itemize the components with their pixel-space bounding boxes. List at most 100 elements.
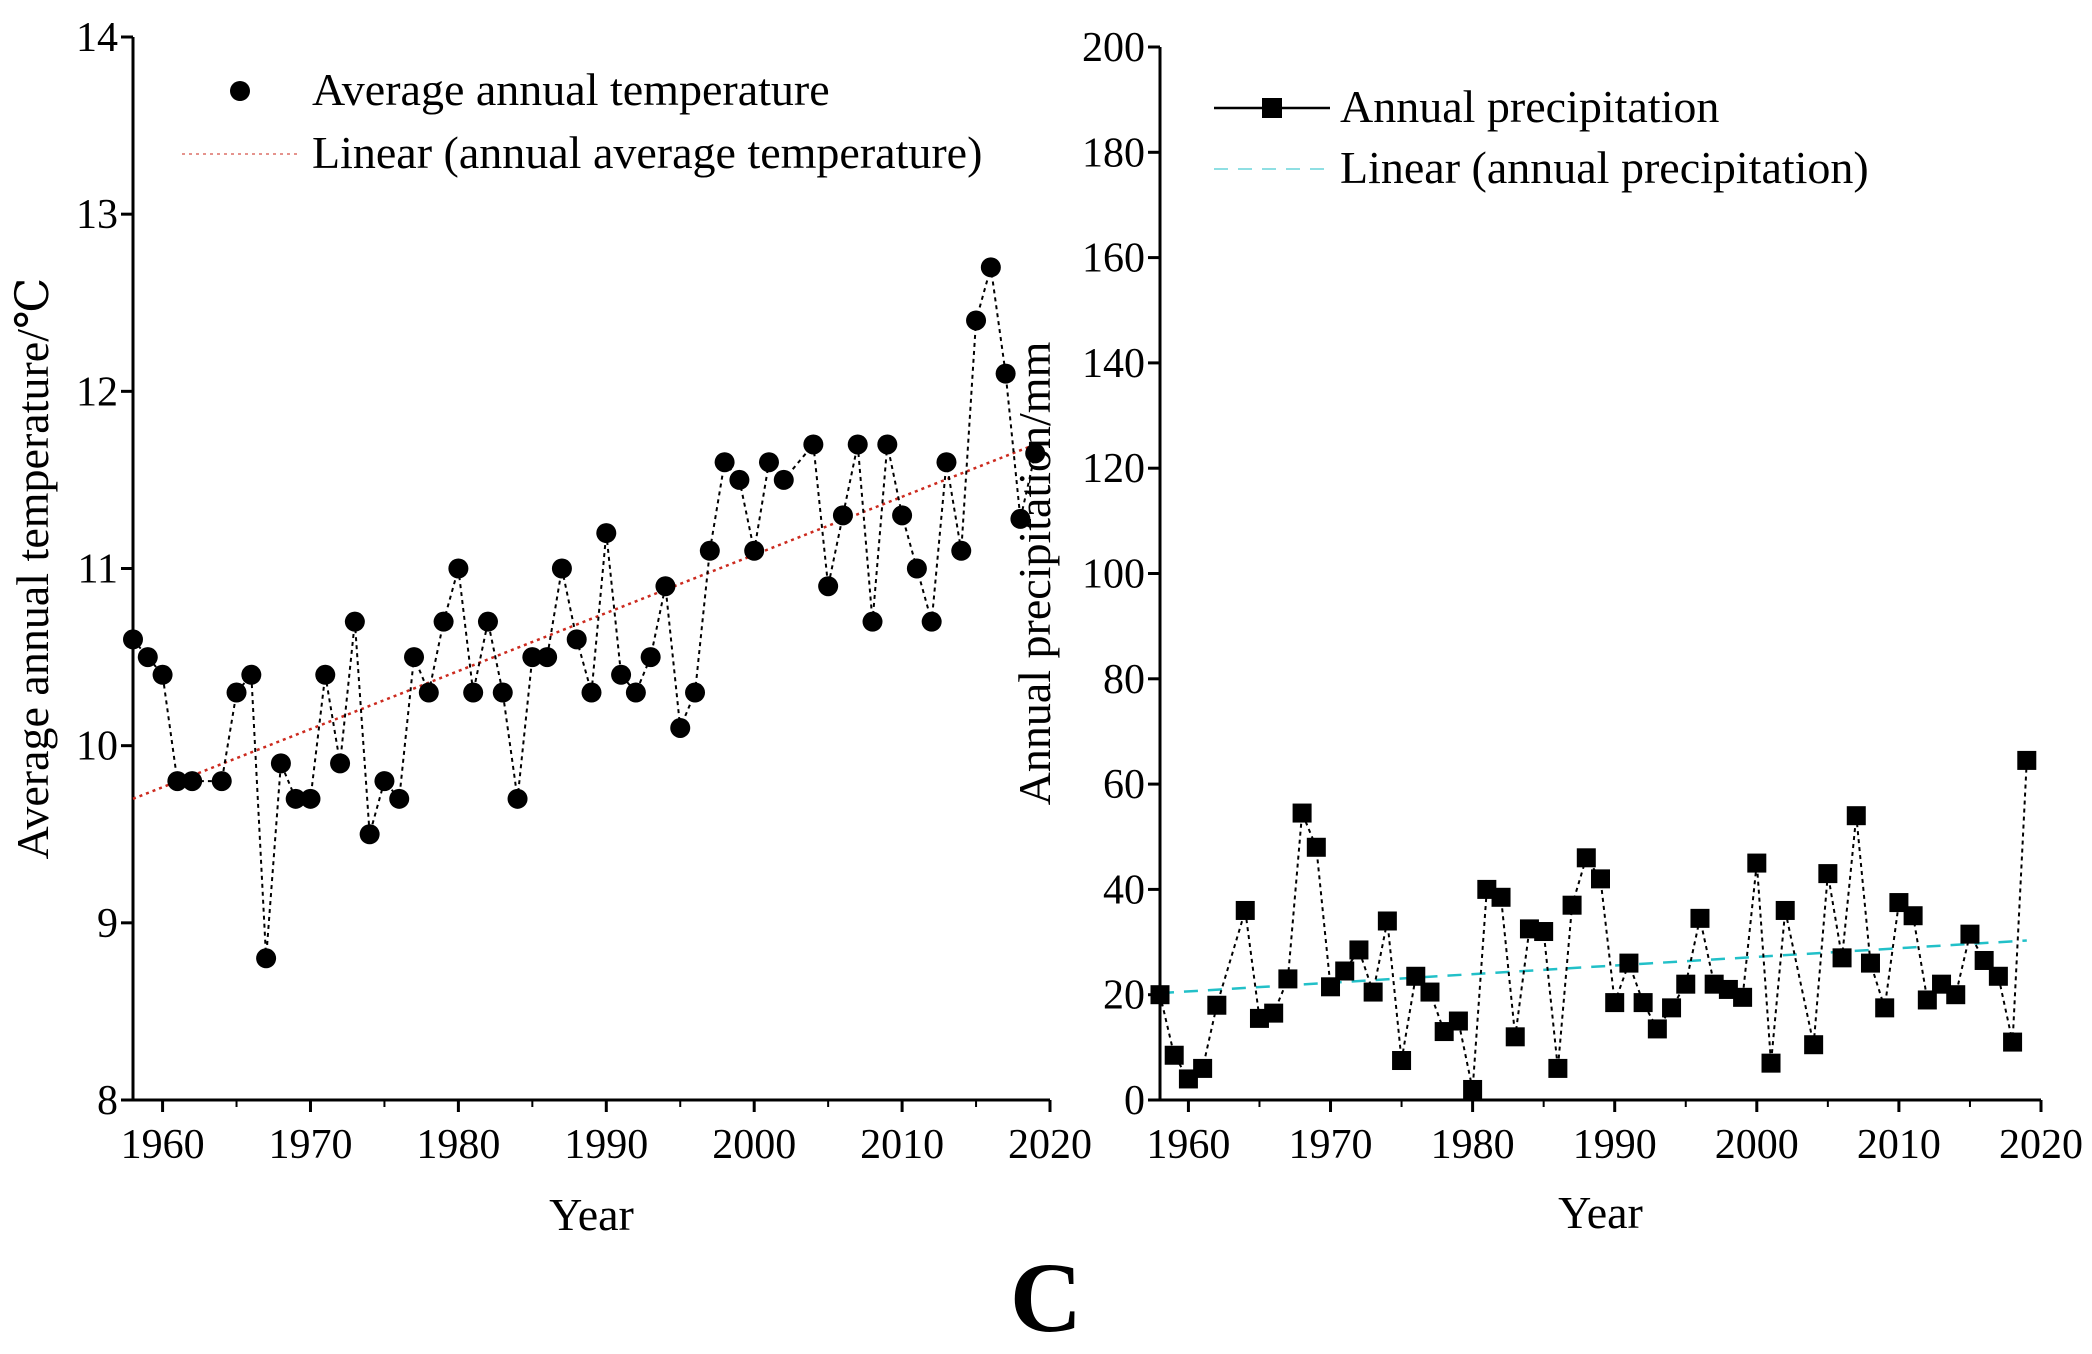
y-tick-label: 9 (97, 901, 118, 947)
data-point (1576, 848, 1596, 868)
data-point (1548, 1058, 1568, 1078)
x-tick-label: 1990 (1573, 1122, 1657, 1168)
data-point (1946, 985, 1966, 1005)
y-tick-label: 200 (1082, 25, 1145, 71)
data-point (300, 788, 321, 809)
legend-label-trend: Linear (annual average temperature) (312, 127, 982, 178)
data-point (566, 629, 587, 650)
y-tick-label: 13 (76, 192, 118, 238)
data-point (182, 771, 203, 792)
data-point (137, 647, 158, 668)
y-tick-label: 20 (1103, 973, 1145, 1019)
data-point (1448, 1011, 1468, 1031)
legend: Annual precipitation Linear (annual preci… (1214, 81, 1869, 193)
data-point (1974, 950, 1994, 970)
data-point (1292, 803, 1312, 823)
data-point (625, 682, 646, 703)
data-point (211, 771, 232, 792)
data-point (1988, 966, 2008, 986)
data-point (758, 452, 779, 473)
data-point (123, 629, 143, 650)
data-point (1207, 995, 1227, 1015)
data-point (418, 682, 439, 703)
panel-label: C (1009, 1242, 1083, 1353)
data-point (611, 664, 632, 685)
y-tick-label: 120 (1082, 446, 1145, 492)
x-tick-label: 1960 (121, 1122, 205, 1168)
y-tick-label: 11 (78, 547, 118, 593)
data-point (1761, 1053, 1781, 1073)
chart-2: 0 20 40 60 80 100 120 140 160 180 200 1960 1970 1980 1… (1009, 25, 2083, 1238)
data-point (1960, 924, 1980, 944)
data-point (477, 611, 498, 632)
data-point (1420, 982, 1440, 1002)
data-point (1491, 887, 1511, 907)
x-tick-label: 2020 (1008, 1122, 1092, 1168)
data-point (1193, 1058, 1213, 1078)
y-tick-label: 0 (1124, 1078, 1145, 1124)
data-point (1264, 1003, 1284, 1023)
data-point (374, 771, 395, 792)
data-point (1917, 990, 1937, 1010)
data-point (404, 647, 425, 668)
data-point (448, 558, 469, 579)
data-point (315, 664, 336, 685)
data-point (773, 469, 794, 490)
data-point (596, 523, 617, 544)
data-point (1875, 998, 1895, 1018)
data-point (1025, 443, 1046, 464)
x-tick-label: 1970 (268, 1122, 352, 1168)
x-axis-label: Year (549, 1189, 634, 1240)
data-point (1505, 1027, 1525, 1047)
data-point (330, 753, 351, 774)
x-tick-label: 2000 (1715, 1122, 1799, 1168)
data-point (1804, 1035, 1824, 1055)
data-point (344, 611, 365, 632)
data-point (1235, 900, 1255, 920)
data-point (256, 948, 277, 969)
data-point (921, 611, 942, 632)
data-point (832, 505, 853, 526)
x-tick-label: 2000 (712, 1122, 796, 1168)
y-tick-label: 140 (1082, 341, 1145, 387)
data-point (995, 363, 1016, 384)
legend-marker-data (230, 81, 250, 101)
data-point (862, 611, 883, 632)
series-line (132, 267, 1037, 959)
data-point (1747, 853, 1767, 873)
y-tick-label: 40 (1103, 867, 1145, 913)
y-axis-label: Average annual temperature/℃ (7, 278, 58, 860)
trend-line (132, 443, 1036, 800)
data-point (1832, 948, 1852, 968)
data-point (1647, 1019, 1667, 1039)
data-point (241, 664, 262, 685)
data-point (1335, 961, 1355, 981)
legend-label-data: Average annual temperature (312, 64, 830, 115)
data-point (167, 771, 188, 792)
data-point (359, 824, 380, 845)
y-tick-label: 100 (1082, 552, 1145, 598)
data-point (285, 788, 306, 809)
data-point (699, 540, 720, 561)
y-axis-label: Annual precipitation/mm (1009, 341, 1060, 805)
data-point (847, 434, 868, 455)
legend: Average annual temperature Linear (annual… (182, 64, 982, 178)
data-point (492, 682, 513, 703)
legend-marker-data (1262, 98, 1282, 118)
data-point (1775, 900, 1795, 920)
x-tick-label: 1990 (564, 1122, 648, 1168)
trend-line (1159, 939, 2027, 995)
y-tick-label: 160 (1082, 236, 1145, 282)
data-point (1690, 908, 1710, 928)
data-point (670, 717, 691, 738)
data-point (655, 576, 676, 597)
data-point (463, 682, 484, 703)
y-tick-label: 80 (1103, 657, 1145, 703)
data-point (1733, 987, 1753, 1007)
data-point (744, 540, 765, 561)
data-point (389, 788, 410, 809)
data-point (966, 310, 987, 331)
data-point (1846, 806, 1866, 826)
data-point (1860, 953, 1880, 973)
data-point (2003, 1032, 2023, 1052)
